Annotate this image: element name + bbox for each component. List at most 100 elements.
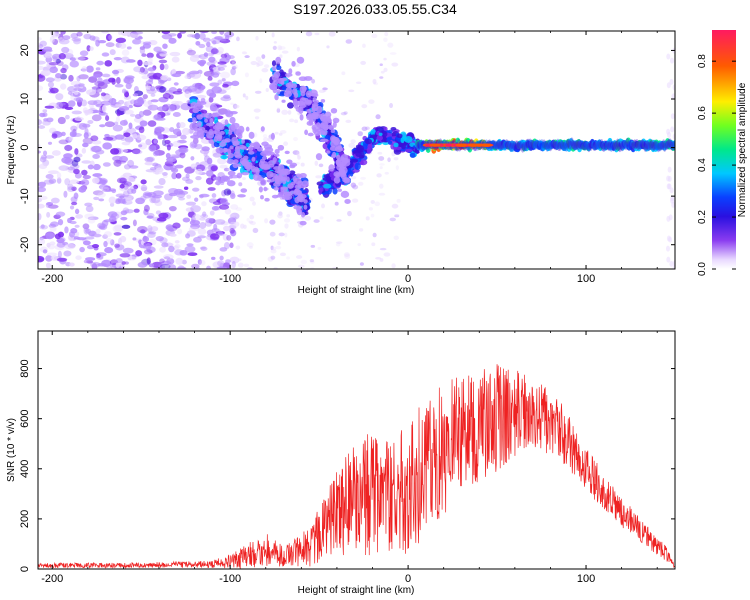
- heatmap-blob: [383, 57, 387, 61]
- heatmap-blob: [300, 259, 308, 265]
- heatmap-blob: [260, 126, 265, 132]
- heatmap-blob: [148, 75, 159, 80]
- heatmap-blob: [139, 229, 146, 234]
- heatmap-blob: [231, 65, 237, 70]
- heatmap-blob: [582, 141, 587, 151]
- heatmap-blob: [153, 139, 158, 145]
- heatmap-blob: [348, 89, 355, 93]
- heatmap-blob: [254, 90, 262, 94]
- heatmap-blob: [340, 172, 347, 180]
- heatmap-blob: [92, 173, 103, 178]
- heatmap-xtick-label: -200: [41, 273, 63, 285]
- heatmap-blob: [639, 139, 644, 150]
- snr-ytick-label: 400: [19, 460, 31, 478]
- heatmap-blob: [57, 116, 66, 125]
- heatmap-blob: [209, 68, 214, 73]
- heatmap-blob: [658, 141, 663, 152]
- heatmap-blob: [256, 147, 264, 152]
- heatmap-blob: [45, 202, 51, 208]
- heatmap-ytick-label: -20: [19, 237, 31, 253]
- heatmap-blob: [566, 138, 571, 148]
- heatmap-blob: [74, 56, 86, 61]
- heatmap-blob: [330, 108, 338, 114]
- heatmap-blob: [91, 114, 102, 122]
- heatmap-blob: [264, 197, 270, 202]
- heatmap-blob: [500, 140, 505, 150]
- heatmap-blob: [649, 139, 654, 149]
- heatmap-blob: [271, 246, 277, 251]
- heatmap-blob: [289, 164, 296, 169]
- heatmap-blob: [110, 148, 120, 155]
- heatmap-blob: [627, 139, 632, 150]
- heatmap-blob: [558, 141, 563, 151]
- heatmap-blob: [615, 138, 620, 148]
- heatmap-blob: [324, 135, 332, 141]
- heatmap-blob: [114, 243, 120, 248]
- heatmap-blob: [268, 160, 276, 166]
- heatmap-blob: [670, 195, 675, 202]
- heatmap-blob: [74, 148, 79, 155]
- heatmap-blob: [144, 156, 154, 163]
- heatmap-blob: [156, 217, 167, 222]
- heatmap-blob: [187, 118, 194, 123]
- heatmap-blob: [247, 150, 255, 155]
- heatmap-blob: [589, 141, 594, 151]
- heatmap-blob: [270, 249, 277, 254]
- heatmap-blob: [569, 137, 574, 147]
- heatmap-blob: [389, 217, 396, 222]
- heatmap-blob: [345, 39, 353, 44]
- heatmap-blob: [163, 256, 171, 260]
- heatmap-blob: [56, 172, 62, 180]
- heatmap-blob: [317, 246, 322, 250]
- heatmap-blob: [350, 182, 357, 188]
- heatmap-blob: [101, 73, 111, 78]
- heatmap-blob: [69, 60, 80, 68]
- heatmap-blob: [667, 132, 672, 139]
- heatmap-blob: [286, 256, 291, 260]
- heatmap-blob: [92, 74, 99, 79]
- heatmap-blob: [146, 52, 154, 59]
- heatmap-blob: [630, 142, 635, 152]
- heatmap-blob: [319, 216, 324, 220]
- heatmap-blob: [138, 110, 145, 118]
- heatmap-blob: [100, 92, 106, 97]
- heatmap-blob: [277, 213, 283, 219]
- heatmap-blob: [47, 244, 56, 250]
- colorbar-tick-label: 0.4: [697, 158, 708, 172]
- heatmap-blob: [241, 50, 247, 55]
- colorbar-tick-label: 0.2: [697, 210, 708, 224]
- heatmap-blob: [139, 67, 145, 73]
- heatmap-blob: [81, 147, 87, 154]
- heatmap-blob: [222, 233, 229, 241]
- heatmap-blob: [315, 153, 323, 161]
- heatmap-blob: [89, 35, 96, 41]
- heatmap-blob: [245, 126, 250, 132]
- heatmap-blob: [159, 246, 166, 253]
- heatmap-blob: [38, 181, 47, 188]
- heatmap-blob: [259, 78, 263, 84]
- heatmap-blob: [131, 148, 141, 155]
- heatmap-blob: [137, 97, 144, 105]
- heatmap-blob: [519, 139, 524, 149]
- heatmap-blob: [56, 242, 66, 248]
- heatmap-blob: [135, 197, 145, 205]
- heatmap-blob: [198, 101, 207, 106]
- heatmap-blob: [133, 208, 140, 213]
- heatmap-blob: [416, 141, 421, 151]
- heatmap-blob: [211, 31, 217, 35]
- heatmap-blob: [140, 184, 148, 192]
- heatmap-blob: [340, 112, 347, 116]
- heatmap-blob: [571, 140, 576, 151]
- heatmap-blob: [115, 160, 127, 164]
- heatmap-blob: [350, 139, 356, 144]
- heatmap-blob: [242, 51, 248, 55]
- heatmap-blob: [316, 181, 324, 186]
- heatmap-blob: [583, 141, 588, 151]
- heatmap-blob: [207, 187, 216, 191]
- heatmap-blob: [87, 217, 96, 224]
- heatmap-blob: [123, 195, 134, 200]
- heatmap-blob: [328, 31, 336, 37]
- heatmap-blob: [283, 218, 291, 223]
- heatmap-blob: [378, 192, 386, 196]
- heatmap-blob: [184, 91, 191, 99]
